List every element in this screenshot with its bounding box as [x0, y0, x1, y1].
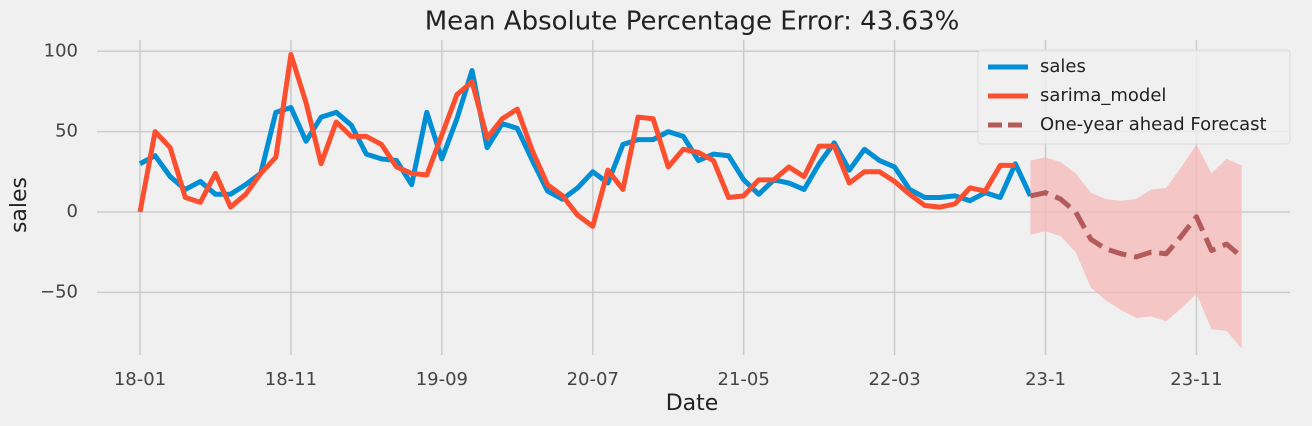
- x-tick-label: 19-09: [416, 369, 468, 390]
- legend-box: [977, 49, 1291, 145]
- series-line: [1029, 190, 1244, 260]
- y-tick-label: 100: [44, 40, 78, 61]
- x-tick-label: 23-1: [1025, 369, 1066, 390]
- x-tick-label: 23-11: [1170, 369, 1222, 390]
- x-axis-label: Date: [666, 391, 719, 416]
- legend-label: One-year ahead Forecast: [1040, 114, 1267, 135]
- y-axis-label: sales: [7, 177, 32, 233]
- x-tick-label: 18-01: [114, 369, 166, 390]
- chart-title: Mean Absolute Percentage Error: 43.63%: [425, 7, 960, 37]
- y-tick-label: 0: [67, 201, 78, 222]
- x-tick-label: 22-03: [868, 369, 920, 390]
- series-line: [137, 51, 1016, 229]
- y-tick-label: −50: [40, 281, 78, 302]
- legend-label: sarima_model: [1040, 85, 1166, 106]
- x-tick-label: 20-07: [567, 369, 619, 390]
- legend-label: sales: [1040, 56, 1086, 77]
- x-tick-label: 21-05: [718, 369, 770, 390]
- x-tick-label: 18-11: [265, 369, 317, 390]
- legend: sales sarima_model One-year ahead Forecast: [977, 49, 1291, 145]
- series-line: [138, 68, 1033, 204]
- confidence-band: [1030, 144, 1242, 349]
- y-tick-label: 50: [55, 121, 78, 142]
